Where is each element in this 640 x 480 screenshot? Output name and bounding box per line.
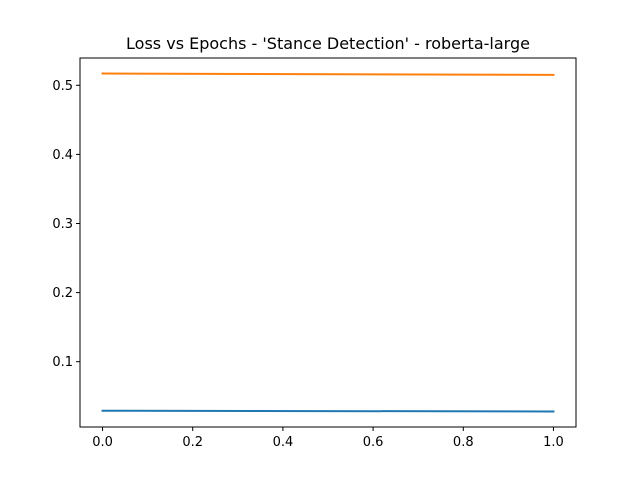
x-tick-label: 0.4 <box>273 435 294 450</box>
x-tick-label: 0.2 <box>182 435 203 450</box>
y-tick-label: 0.3 <box>52 217 73 232</box>
series-line-2 <box>101 72 555 76</box>
series-layer <box>101 72 555 413</box>
series-line-1 <box>101 409 555 413</box>
plot-frame <box>79 57 577 428</box>
chart-title: Loss vs Epochs - 'Stance Detection' - ro… <box>126 34 530 53</box>
x-tick-label: 0.6 <box>363 435 384 450</box>
y-tick-label: 0.2 <box>52 286 73 301</box>
axes-layer: 0.0 0.2 0.4 0.6 0.8 1.0 0.1 0.2 0.3 0.4 0.5 <box>52 79 563 450</box>
y-tick-label: 0.1 <box>52 355 73 370</box>
y-tick-label: 0.5 <box>52 79 73 94</box>
y-tick-label: 0.4 <box>52 148 73 163</box>
x-tick-label: 0.8 <box>453 435 474 450</box>
x-tick-label: 1.0 <box>543 435 564 450</box>
x-tick-label: 0.0 <box>92 435 113 450</box>
